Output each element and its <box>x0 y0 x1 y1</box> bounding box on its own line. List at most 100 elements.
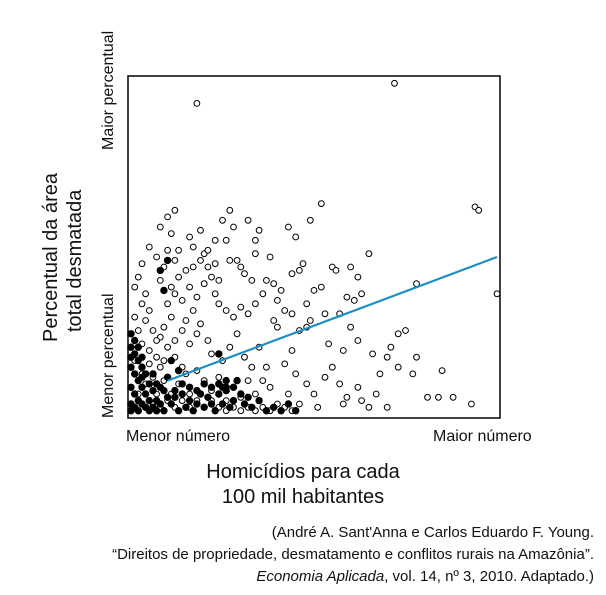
data-point-open <box>200 280 208 288</box>
data-point-filled <box>160 386 168 395</box>
data-point-filled <box>127 330 135 338</box>
data-point-filled <box>171 386 179 395</box>
data-point-open <box>178 397 186 405</box>
data-point-open <box>204 263 212 271</box>
data-point-open <box>248 277 256 284</box>
data-point-filled <box>178 390 186 398</box>
data-point-open <box>186 233 194 241</box>
data-point-open <box>171 337 179 344</box>
data-point-open <box>303 380 311 388</box>
data-point-open <box>277 287 285 294</box>
data-point-open <box>306 216 314 224</box>
data-point-filled <box>174 366 183 375</box>
data-point-filled <box>131 370 139 378</box>
data-point-open <box>171 206 179 214</box>
data-point-open <box>292 370 300 378</box>
data-point-open <box>244 216 252 224</box>
data-point-open <box>134 273 142 281</box>
x-axis-title-line1: Homicídios para cada <box>206 461 400 483</box>
data-point-open <box>347 263 355 271</box>
data-point-open <box>285 390 292 398</box>
data-point-filled <box>138 363 146 371</box>
data-point-open <box>354 337 362 344</box>
source-line-3: Economia Aplicada, vol. 14, nº 3, 2010. … <box>112 566 594 588</box>
data-point-filled <box>171 393 179 401</box>
data-point-open <box>156 223 164 231</box>
data-point-open <box>193 330 201 338</box>
data-point-open <box>230 313 237 321</box>
data-point-filled <box>174 407 183 415</box>
data-point-open <box>226 257 234 264</box>
data-point-open <box>332 267 340 274</box>
data-point-filled <box>134 407 143 415</box>
data-point-open <box>233 257 241 264</box>
data-point-filled <box>233 376 241 385</box>
data-point-filled <box>160 286 168 295</box>
source-line-2: “Direitos de propriedade, desmatamento e… <box>112 546 594 563</box>
data-point-open <box>255 226 263 234</box>
data-point-filled <box>160 407 168 415</box>
data-point-open <box>145 347 153 354</box>
journal-name: Economia Aplicada <box>256 568 385 585</box>
data-point-open <box>409 370 417 378</box>
data-point-filled <box>145 396 154 405</box>
data-point-filled <box>131 390 139 398</box>
data-point-open <box>424 393 431 401</box>
data-point-open <box>204 246 212 254</box>
data-point-open <box>347 323 355 331</box>
data-point-filled <box>145 380 154 388</box>
data-point-open <box>402 327 409 334</box>
data-point-open <box>394 363 402 371</box>
data-point-open <box>145 360 153 368</box>
journal-details: , vol. 14, nº 3, 2010. Adaptado.) <box>384 568 594 585</box>
data-point-open <box>189 263 197 271</box>
data-point-open <box>189 307 197 314</box>
data-point-open <box>153 353 161 361</box>
data-point-open <box>153 253 161 261</box>
data-point-open <box>281 360 289 368</box>
data-point-filled <box>204 393 212 401</box>
data-point-filled <box>229 383 238 391</box>
data-point-open <box>317 200 325 208</box>
x-tick-max: Maior número <box>433 428 532 445</box>
data-point-open <box>354 273 362 281</box>
data-point-open <box>321 310 329 318</box>
data-point-open <box>336 380 344 388</box>
data-point-filled <box>156 266 165 275</box>
data-point-open <box>178 297 186 304</box>
data-point-open <box>204 337 212 344</box>
x-axis-title-line2: 100 mil habitantes <box>221 486 385 508</box>
data-point-open <box>131 313 139 321</box>
scatter-chart <box>127 75 501 419</box>
data-point-open <box>358 290 366 298</box>
data-point-filled <box>207 383 216 391</box>
data-point-open <box>274 323 281 331</box>
data-point-open <box>215 373 223 381</box>
data-point-open <box>376 370 384 378</box>
data-point-open <box>252 236 259 244</box>
data-point-open <box>391 79 398 87</box>
data-point-filled <box>244 393 252 401</box>
data-point-open <box>175 246 183 254</box>
data-point-open <box>182 317 190 324</box>
data-point-open <box>134 327 142 334</box>
data-point-open <box>131 283 139 291</box>
data-point-open <box>263 277 270 284</box>
data-point-open <box>325 340 333 348</box>
data-point-open <box>219 216 226 224</box>
data-point-open <box>310 287 318 294</box>
data-point-open <box>343 293 351 301</box>
data-point-open <box>167 283 175 291</box>
data-point-filled <box>189 407 197 415</box>
data-point-open <box>292 233 300 241</box>
data-point-filled <box>218 400 227 408</box>
data-point-filled <box>131 336 139 345</box>
data-point-open <box>387 343 395 351</box>
data-point-open <box>156 277 164 284</box>
data-point-open <box>270 317 278 324</box>
data-point-open <box>354 383 362 391</box>
data-point-filled <box>163 393 172 401</box>
data-point-filled <box>152 407 161 415</box>
data-point-open <box>244 310 252 318</box>
data-point-filled <box>138 353 146 361</box>
